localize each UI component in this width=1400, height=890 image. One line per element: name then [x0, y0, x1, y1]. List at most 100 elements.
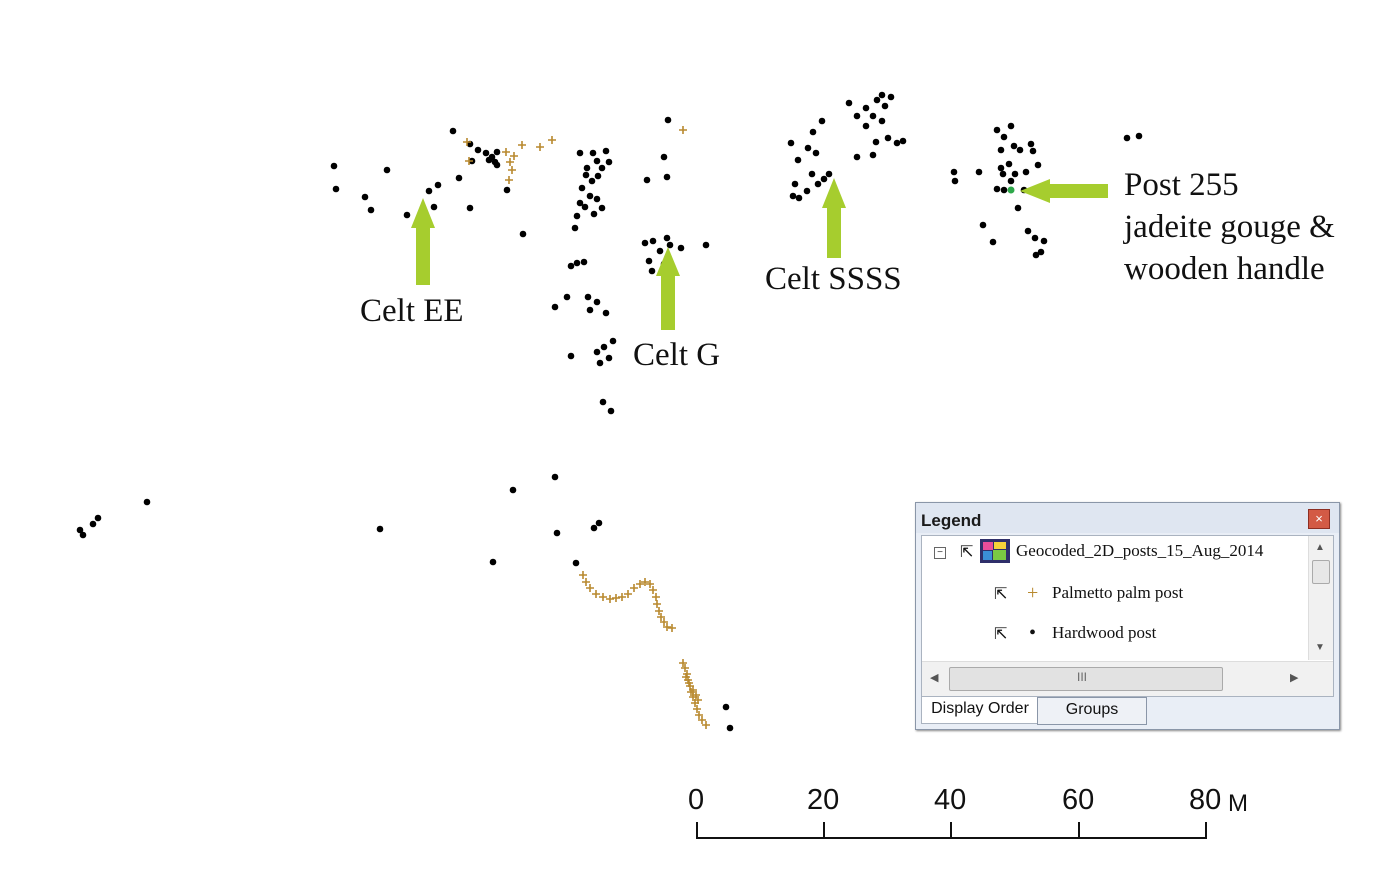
hardwood-post: [645, 257, 653, 265]
hardwood-post: [997, 146, 1005, 154]
hardwood-post: [143, 498, 151, 506]
legend-item-hardwood[interactable]: Hardwood post: [1052, 623, 1157, 642]
hardwood-post: [1007, 122, 1015, 130]
hardwood-post: [593, 195, 601, 203]
collapse-icon[interactable]: −: [934, 547, 946, 559]
label-celt-ee: Celt EE: [360, 293, 464, 329]
palmetto-post: [548, 136, 556, 144]
hardwood-post: [1014, 204, 1022, 212]
legend-item-palmetto[interactable]: Palmetto palm post: [1052, 583, 1184, 602]
legend-window[interactable]: Legend × − ⇱ Geocoded_2D_posts_15_Aug_20…: [915, 502, 1340, 730]
layer-name[interactable]: Geocoded_2D_posts_15_Aug_2014: [1016, 541, 1264, 560]
palmetto-post: [599, 593, 607, 601]
palmetto-post: [630, 584, 638, 592]
hardwood-post: [893, 139, 901, 147]
palmetto-post: [624, 590, 632, 598]
hardwood-post: [1123, 134, 1131, 142]
hardwood-post: [872, 138, 880, 146]
hardwood-post: [818, 117, 826, 125]
hardwood-post: [551, 473, 559, 481]
select-cursor-icon[interactable]: ⇱: [994, 586, 1008, 603]
tab-display-order[interactable]: Display Order: [921, 697, 1039, 724]
hardwood-post: [602, 147, 610, 155]
palmetto-post: [681, 664, 689, 672]
arrow-celt-ee: [411, 198, 435, 285]
hardwood-post: [593, 157, 601, 165]
hardwood-post: [488, 153, 496, 161]
hardwood-post: [881, 102, 889, 110]
hardwood-post: [795, 194, 803, 202]
hardwood-post: [600, 343, 608, 351]
select-cursor-icon[interactable]: ⇱: [960, 544, 974, 561]
horizontal-scroll-thumb[interactable]: III: [949, 667, 1223, 691]
hardwood-post: [573, 259, 581, 267]
scroll-right-icon[interactable]: ▶: [1290, 672, 1299, 684]
scroll-left-icon[interactable]: ◀: [930, 672, 939, 684]
vertical-scroll-thumb[interactable]: [1312, 560, 1330, 584]
label-celt-g: Celt G: [633, 337, 721, 373]
palmetto-post: [518, 141, 526, 149]
hardwood-post: [581, 203, 589, 211]
horizontal-scrollbar[interactable]: ◀ III ▶: [922, 661, 1333, 696]
hardwood-post: [403, 211, 411, 219]
scale-bar: [696, 822, 1207, 839]
hardwood-post: [588, 177, 596, 185]
scroll-down-icon[interactable]: ▼: [1315, 642, 1325, 653]
scale-tick-0: 0: [688, 784, 705, 816]
hardwood-post: [869, 112, 877, 120]
hardwood-post: [641, 239, 649, 247]
hardwood-post: [571, 224, 579, 232]
hardwood-post: [425, 187, 433, 195]
palmetto-post: [694, 696, 702, 704]
hardwood-post: [845, 99, 853, 107]
hardwood-post: [361, 193, 369, 201]
palmetto-post: [653, 600, 661, 608]
hardwood-symbol-icon: •: [1029, 622, 1037, 644]
hardwood-post: [576, 149, 584, 157]
scroll-up-icon[interactable]: ▲: [1315, 542, 1325, 553]
vertical-scrollbar[interactable]: ▲ ▼: [1308, 536, 1333, 660]
tab-groups[interactable]: Groups: [1037, 697, 1147, 725]
hardwood-post: [809, 128, 817, 136]
arrow-celt-ssss: [822, 178, 846, 258]
hardwood-post: [789, 192, 797, 200]
hardwood-post: [1005, 160, 1013, 168]
hardwood-post: [583, 164, 591, 172]
palmetto-post: [663, 623, 671, 631]
palmetto-post: [463, 138, 471, 146]
arrow-post-255: [1020, 179, 1108, 203]
hardwood-post: [1007, 177, 1015, 185]
hardwood-post: [787, 139, 795, 147]
hardwood-post: [648, 267, 656, 275]
palmetto-post: [641, 578, 649, 586]
hardwood-post: [567, 352, 575, 360]
legend-titlebar[interactable]: Legend ×: [916, 503, 1339, 533]
hardwood-post: [567, 262, 575, 270]
hardwood-post: [1010, 142, 1018, 150]
palmetto-post: [652, 593, 660, 601]
palmetto-post: [679, 659, 687, 667]
palmetto-post: [618, 593, 626, 601]
scale-tick-60: 60: [1062, 784, 1095, 816]
hardwood-post: [607, 407, 615, 415]
palmetto-post: [508, 166, 516, 174]
palmetto-post: [689, 686, 697, 694]
hardwood-post: [593, 348, 601, 356]
arrow-celt-g: [656, 247, 680, 330]
hardwood-post: [332, 185, 340, 193]
hardwood-post: [609, 337, 617, 345]
hardwood-post: [862, 104, 870, 112]
hardwood-post: [862, 122, 870, 130]
close-icon[interactable]: ×: [1308, 509, 1330, 529]
palmetto-post: [685, 679, 693, 687]
hardwood-post: [430, 203, 438, 211]
hardwood-post: [576, 199, 584, 207]
select-cursor-icon[interactable]: ⇱: [994, 626, 1008, 643]
hardwood-post: [79, 531, 87, 539]
palmetto-post: [668, 624, 676, 632]
hardwood-post: [586, 192, 594, 200]
hardwood-post: [722, 703, 730, 711]
label-post-255-desc-2: wooden handle: [1124, 251, 1325, 287]
hardwood-post: [999, 170, 1007, 178]
